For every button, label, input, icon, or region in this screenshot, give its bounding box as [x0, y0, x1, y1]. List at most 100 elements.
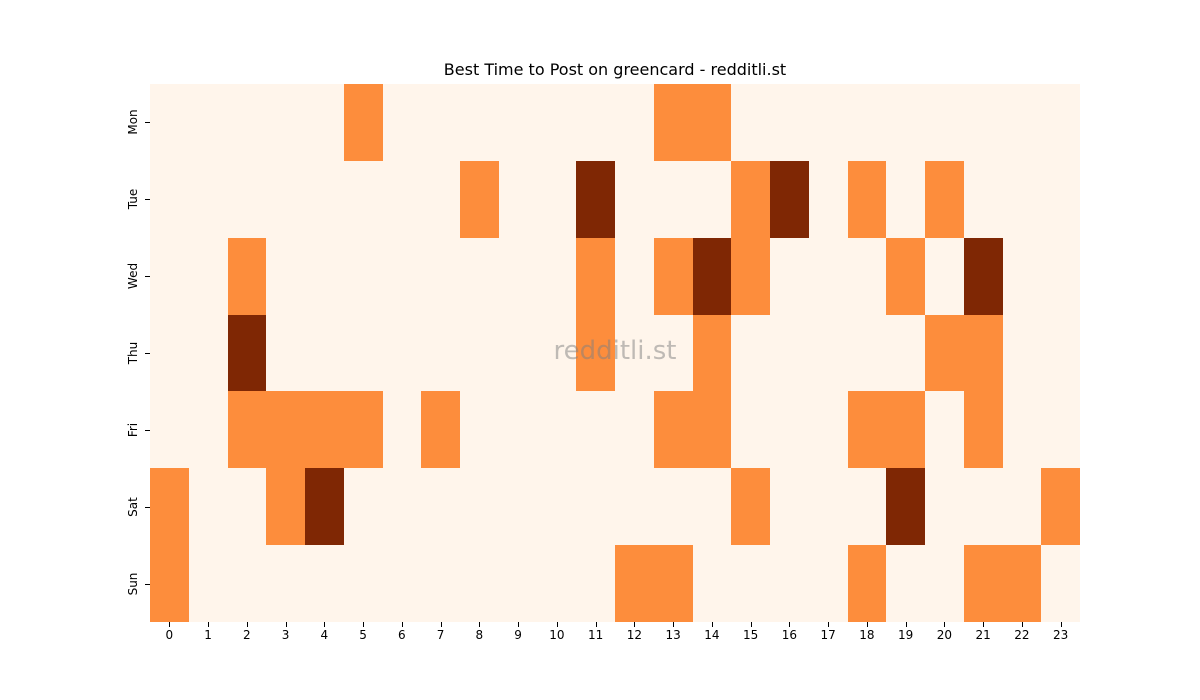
heatmap-cell	[460, 84, 499, 161]
heatmap-cell	[537, 468, 577, 546]
heatmap-cell	[537, 314, 577, 392]
heatmap-cell	[653, 160, 693, 238]
heatmap-cell	[963, 391, 1003, 469]
heatmap-cell	[421, 468, 460, 546]
heatmap-cell	[1002, 545, 1042, 622]
heatmap-cell	[1041, 160, 1080, 238]
x-tick-label: 19	[897, 628, 914, 642]
heatmap-cell	[770, 468, 809, 546]
heatmap-cell	[305, 160, 344, 238]
heatmap-cell	[266, 391, 305, 469]
x-tick	[983, 622, 985, 627]
x-tick-label: 18	[859, 628, 875, 642]
x-tick	[208, 622, 210, 627]
heatmap-cell	[1041, 391, 1080, 469]
x-tick	[440, 622, 442, 627]
heatmap-cell	[692, 314, 732, 392]
heatmap-cell	[266, 237, 305, 315]
heatmap-cell	[615, 468, 654, 546]
x-tick	[479, 622, 481, 627]
heatmap-cell	[576, 391, 615, 469]
heatmap-cell	[808, 468, 848, 546]
heatmap-cell	[576, 545, 615, 622]
heatmap-cell	[653, 391, 693, 469]
heatmap-cell	[770, 314, 809, 392]
heatmap-cell	[770, 545, 809, 622]
heatmap-cell	[150, 545, 189, 622]
heatmap-cell	[731, 160, 770, 238]
x-tick-label: 11	[587, 628, 604, 642]
x-tick-label: 22	[1014, 628, 1030, 642]
x-tick	[324, 622, 326, 627]
x-tick	[595, 622, 597, 627]
heatmap-cell	[1041, 545, 1080, 622]
heatmap-cell	[305, 84, 344, 161]
heatmap-cell	[537, 237, 577, 315]
heatmap-cell	[227, 545, 267, 622]
heatmap-cell	[382, 545, 422, 622]
heatmap-cell	[847, 545, 887, 622]
heatmap-cell	[692, 468, 732, 546]
heatmap-cell	[576, 237, 615, 315]
x-tick	[944, 622, 946, 627]
heatmap-cell	[227, 237, 267, 315]
x-tick-label: 9	[514, 628, 522, 642]
heatmap-cell	[537, 84, 577, 161]
heatmap-cell	[576, 314, 615, 392]
heatmap-cell	[498, 160, 538, 238]
heatmap-cell	[925, 545, 964, 622]
x-tick-label: 14	[704, 628, 720, 642]
heatmap-cell	[1002, 160, 1042, 238]
x-tick	[711, 622, 713, 627]
heatmap-cell	[382, 391, 422, 469]
y-tick	[145, 353, 150, 354]
x-tick-label: 16	[781, 628, 798, 642]
heatmap-cell	[227, 391, 267, 469]
x-tick-label: 23	[1052, 628, 1069, 642]
heatmap-cell	[305, 468, 344, 546]
heatmap-cell	[266, 84, 305, 161]
heatmap-cell	[847, 468, 887, 546]
x-tick	[169, 622, 171, 627]
x-tick	[1021, 622, 1023, 627]
x-tick	[401, 622, 403, 627]
heatmap-cell	[925, 314, 964, 392]
heatmap-cell	[692, 84, 732, 161]
heatmap-cell	[692, 545, 732, 622]
heatmap-cell	[382, 160, 422, 238]
heatmap-cell	[498, 237, 538, 315]
heatmap-cell	[537, 545, 577, 622]
heatmap-cell	[382, 314, 422, 392]
y-tick	[145, 276, 150, 278]
heatmap-cell	[460, 237, 499, 315]
heatmap-cell	[886, 237, 925, 315]
heatmap-cell	[808, 237, 848, 315]
heatmap-cell	[653, 468, 693, 546]
heatmap-cell	[886, 84, 925, 161]
x-tick	[1060, 622, 1062, 627]
heatmap-cell	[227, 314, 267, 392]
x-tick	[750, 622, 752, 627]
heatmap-cell	[305, 237, 344, 315]
x-tick-label: 15	[742, 628, 759, 642]
x-tick	[285, 622, 287, 627]
heatmap-cell	[460, 314, 499, 392]
y-tick	[145, 122, 150, 124]
x-tick-label: 17	[820, 628, 836, 642]
heatmap-cell	[808, 160, 848, 238]
x-tick-label: 1	[204, 628, 212, 642]
heatmap-cell	[421, 84, 460, 161]
heatmap-cell	[847, 314, 887, 392]
heatmap-cell	[343, 314, 383, 392]
x-tick-label: 2	[243, 628, 251, 642]
heatmap-cell	[886, 160, 925, 238]
heatmap-cell	[498, 314, 538, 392]
x-tick-label: 10	[549, 628, 565, 642]
heatmap-cell	[1041, 468, 1080, 546]
heatmap-cell	[498, 84, 538, 161]
heatmap-cell	[847, 237, 887, 315]
y-tick	[145, 506, 150, 508]
heatmap-cell	[188, 84, 228, 161]
heatmap-cell	[382, 84, 422, 161]
y-tick	[145, 583, 150, 585]
